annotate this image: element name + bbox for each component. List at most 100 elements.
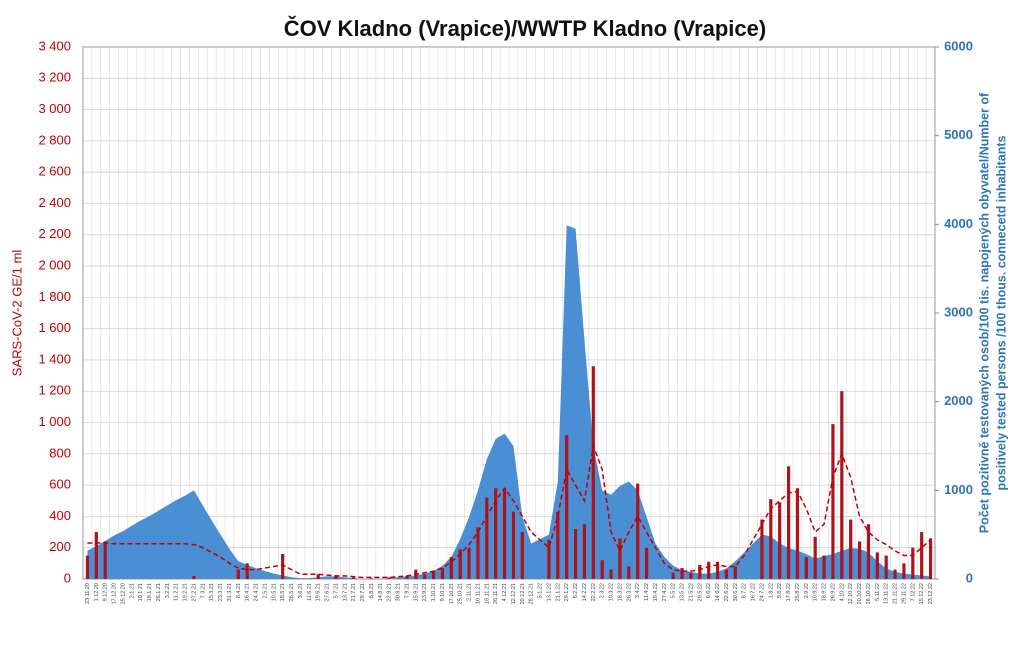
bar [192, 575, 196, 579]
x-tick-label: 21.5.22 [688, 583, 694, 601]
x-tick-label: 16.7.22 [751, 583, 757, 601]
y2-tick-label: 0 [966, 570, 973, 585]
x-tick-label: 22.6.22 [724, 583, 730, 601]
bar [85, 555, 90, 579]
bar [582, 524, 587, 579]
bar [573, 528, 578, 579]
x-tick-label: 19.6.21 [316, 583, 322, 601]
y-tick-label: 2 200 [38, 226, 71, 241]
x-tick-label: 25.8.22 [795, 583, 801, 601]
bar [644, 547, 649, 579]
x-tick-label: 14.6.22 [715, 583, 721, 601]
x-tick-label: 25.12.20 [120, 583, 126, 604]
x-tick-label: 17.10.21 [449, 583, 455, 604]
x-tick-label: 27.6.21 [325, 583, 331, 601]
y2-tick-label: 1000 [944, 482, 973, 497]
bar [431, 571, 436, 579]
x-tick-label: 10.3.22 [609, 583, 615, 601]
bar [609, 569, 613, 579]
x-tick-label: 15.12.22 [919, 583, 925, 604]
x-tick-label: 18.1.21 [147, 583, 153, 601]
x-tick-label: 25.10.21 [458, 583, 464, 604]
x-tick-label: 18.9.22 [822, 583, 828, 601]
bar [387, 577, 391, 579]
y-tick-label: 2 000 [38, 257, 71, 272]
x-tick-label: 23.12.22 [928, 583, 934, 604]
bar [556, 511, 560, 579]
x-tick-label: 24.7.22 [759, 583, 765, 601]
y-tick-label: 0 [64, 570, 71, 585]
bar [236, 569, 240, 579]
bar [804, 557, 808, 579]
bar [618, 538, 622, 579]
x-tick-label: 15.3.21 [209, 583, 215, 601]
x-tick-label: 14.2.22 [582, 583, 588, 601]
x-tick-label: 9.12.20 [103, 583, 109, 601]
bar [547, 539, 551, 579]
x-tick-label: 9.10.21 [440, 583, 446, 601]
x-tick-label: 29.5.22 [697, 583, 703, 601]
bar [494, 488, 498, 579]
x-tick-label: 22.8.21 [387, 583, 393, 601]
x-tick-label: 29.11.22 [901, 583, 907, 604]
x-tick-label: 13.1.22 [546, 583, 552, 601]
bar [103, 541, 107, 579]
x-tick-label: 29.1.22 [564, 583, 570, 601]
x-tick-label: 30.8.21 [396, 583, 402, 601]
y-tick-label: 1 400 [38, 351, 71, 366]
x-tick-label: 10.5.21 [271, 583, 277, 601]
x-tick-label: 24.4.21 [254, 583, 260, 601]
x-tick-label: 18.11.21 [484, 583, 490, 604]
x-tick-label: 19.4.22 [653, 583, 659, 601]
y-tick-label: 1 000 [38, 414, 71, 429]
x-tick-label: 11.6.21 [307, 583, 313, 601]
x-tick-label: 13.5.22 [680, 583, 686, 601]
y-tick-label: 200 [49, 539, 71, 554]
y2-tick-label: 2000 [944, 393, 973, 408]
x-tick-label: 17.8.22 [786, 583, 792, 601]
x-tick-label: 11.4.22 [644, 583, 650, 601]
bar [476, 527, 480, 579]
bar [698, 564, 702, 579]
bar [316, 574, 320, 579]
x-tick-label: 21.7.21 [351, 583, 357, 601]
y-tick-label: 2 400 [38, 195, 71, 210]
bar [875, 552, 879, 579]
y-tick-label: 1 800 [38, 289, 71, 304]
x-tick-label: 15.9.21 [413, 583, 419, 601]
x-tick-label: 28.12.21 [529, 583, 535, 604]
y-tick-label: 1 600 [38, 320, 71, 335]
x-tick-label: 14.8.21 [378, 583, 384, 601]
x-tick-label: 26.3.22 [626, 583, 632, 601]
y-tick-label: 3 000 [38, 101, 71, 116]
x-tick-label: 1.10.21 [431, 583, 437, 601]
y2-tick-label: 6000 [944, 38, 973, 53]
bar [778, 502, 782, 579]
x-tick-label: 12.10.22 [848, 583, 854, 604]
y-tick-label: 3 400 [38, 38, 71, 53]
y2-axis-label: Počet pozitivně testovaných osob/100 tis… [977, 92, 991, 533]
x-tick-label: 12.12.21 [511, 583, 517, 604]
x-tick-label: 18.5.21 [280, 583, 286, 601]
x-tick-label: 23.11.20 [85, 583, 91, 604]
bar [893, 569, 897, 579]
bar [849, 519, 853, 579]
x-tick-label: 10.1.21 [138, 583, 144, 601]
bar [786, 466, 791, 579]
x-tick-label: 10.9.22 [813, 583, 819, 601]
y-tick-label: 600 [49, 477, 71, 492]
bar [920, 532, 924, 579]
y2-tick-label: 5000 [944, 127, 973, 142]
x-tick-label: 7.9.21 [404, 583, 410, 598]
x-tick-label: 18.3.22 [617, 583, 623, 601]
y2-axis-label: positively tested persons /100 thous. co… [994, 135, 1008, 490]
bar [423, 574, 427, 579]
bar [911, 547, 915, 579]
x-tick-label: 31.3.21 [227, 583, 233, 601]
y-tick-label: 800 [49, 445, 71, 460]
bar [902, 563, 906, 579]
x-tick-label: 13.7.21 [342, 583, 348, 601]
bar [884, 555, 888, 579]
line [87, 443, 932, 579]
